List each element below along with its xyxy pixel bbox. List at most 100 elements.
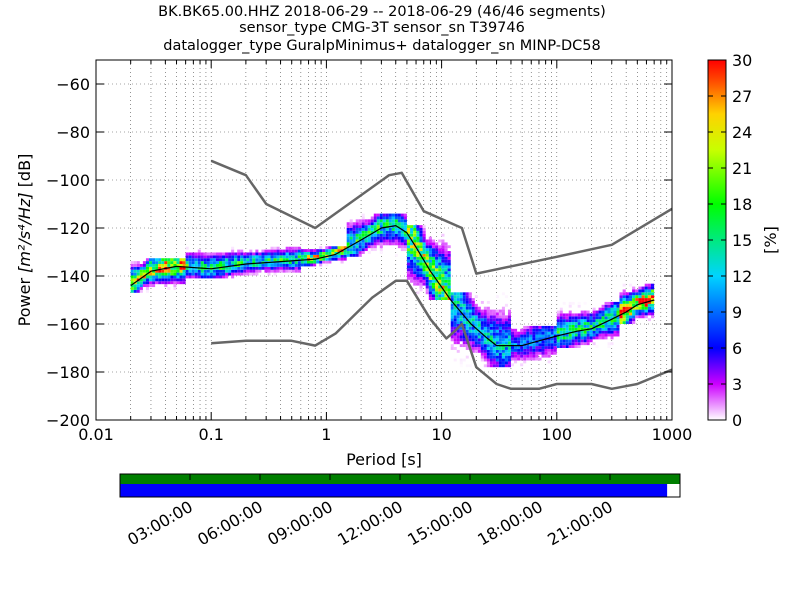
density-cell bbox=[431, 248, 436, 252]
density-cell bbox=[252, 261, 256, 264]
density-cell bbox=[535, 357, 539, 361]
density-cell bbox=[489, 361, 493, 365]
density-cell bbox=[647, 295, 652, 299]
density-cell bbox=[288, 266, 292, 270]
density-cell bbox=[622, 289, 626, 293]
density-cell bbox=[610, 307, 614, 311]
density-cell bbox=[243, 258, 247, 262]
density-cell bbox=[638, 292, 642, 296]
density-cell bbox=[486, 332, 490, 336]
density-cell bbox=[136, 264, 140, 267]
density-cell bbox=[520, 354, 524, 358]
density-cell bbox=[133, 278, 137, 282]
density-cell bbox=[604, 301, 608, 305]
density-cell bbox=[273, 252, 277, 256]
density-cell bbox=[361, 225, 365, 228]
density-cell bbox=[453, 338, 457, 342]
x-tick-label: 0.01 bbox=[78, 425, 114, 444]
density-cell bbox=[243, 272, 247, 276]
density-cell bbox=[447, 256, 451, 260]
density-cell bbox=[273, 246, 277, 250]
density-cell bbox=[431, 239, 436, 243]
density-cell bbox=[526, 354, 530, 358]
density-cell bbox=[367, 222, 371, 226]
density-cell bbox=[194, 264, 198, 267]
density-cell bbox=[444, 268, 448, 272]
density-cell bbox=[413, 236, 417, 240]
density-cell bbox=[504, 361, 508, 365]
density-cell bbox=[495, 329, 499, 333]
density-cell bbox=[444, 242, 448, 246]
density-cell bbox=[249, 266, 253, 270]
density-cell bbox=[294, 264, 298, 267]
density-cell bbox=[507, 352, 511, 356]
density-cell bbox=[255, 249, 259, 253]
density-cell bbox=[288, 264, 292, 267]
density-cell bbox=[246, 261, 250, 264]
density-cell bbox=[583, 313, 587, 317]
density-cell bbox=[520, 357, 524, 361]
density-cell bbox=[231, 272, 235, 276]
density-cell bbox=[382, 216, 386, 220]
density-cell bbox=[297, 252, 301, 256]
density-cell bbox=[465, 306, 469, 310]
density-cell bbox=[416, 291, 420, 295]
density-cell bbox=[592, 316, 596, 320]
y-tick-label: −60 bbox=[56, 75, 90, 94]
density-cell bbox=[544, 351, 548, 355]
density-cell bbox=[453, 335, 457, 339]
density-cell bbox=[477, 338, 481, 342]
density-cell bbox=[388, 236, 392, 240]
density-cell bbox=[431, 294, 436, 298]
density-cell bbox=[535, 334, 539, 338]
density-cell bbox=[364, 219, 368, 223]
density-cell bbox=[400, 236, 404, 240]
density-cell bbox=[130, 284, 134, 288]
density-cell bbox=[580, 336, 584, 340]
density-cell bbox=[568, 339, 572, 343]
density-cell bbox=[435, 271, 439, 275]
y-axis-label: Power [m²/s⁴/Hz] [dB] bbox=[15, 154, 34, 327]
density-cell bbox=[438, 274, 442, 277]
density-cell bbox=[343, 257, 347, 261]
density-cell bbox=[382, 222, 386, 226]
density-cell bbox=[403, 239, 407, 243]
density-cell bbox=[270, 269, 274, 273]
density-cell bbox=[349, 239, 353, 243]
density-cell bbox=[559, 339, 563, 343]
density-cell bbox=[428, 285, 432, 289]
density-cell bbox=[231, 255, 235, 259]
density-cell bbox=[403, 242, 407, 246]
density-cell bbox=[370, 242, 374, 246]
density-cell bbox=[565, 336, 569, 340]
density-cell bbox=[568, 324, 572, 328]
density-cell bbox=[331, 249, 335, 252]
density-cell bbox=[459, 298, 463, 301]
density-cell bbox=[215, 275, 219, 279]
density-cell bbox=[553, 348, 557, 352]
density-cell bbox=[337, 257, 341, 261]
density-cell bbox=[400, 239, 404, 243]
density-cell bbox=[255, 272, 259, 276]
density-cell bbox=[200, 255, 204, 259]
density-cell bbox=[651, 309, 655, 313]
density-cell bbox=[410, 251, 414, 254]
density-cell bbox=[547, 343, 551, 347]
density-cell bbox=[142, 284, 146, 288]
density-cell bbox=[607, 342, 611, 346]
density-cell bbox=[142, 281, 146, 285]
density-cell bbox=[370, 219, 374, 223]
density-cell bbox=[468, 329, 472, 333]
density-cell bbox=[246, 255, 250, 259]
density-cell bbox=[425, 268, 429, 272]
density-cell bbox=[535, 331, 539, 335]
density-cell bbox=[228, 258, 232, 262]
density-cell bbox=[288, 261, 292, 264]
density-cell bbox=[379, 233, 383, 237]
density-cell bbox=[188, 266, 192, 270]
density-cell bbox=[261, 266, 265, 270]
density-cell bbox=[170, 264, 174, 267]
density-cell bbox=[553, 337, 557, 341]
density-cell bbox=[589, 322, 593, 325]
density-cell bbox=[203, 275, 207, 279]
